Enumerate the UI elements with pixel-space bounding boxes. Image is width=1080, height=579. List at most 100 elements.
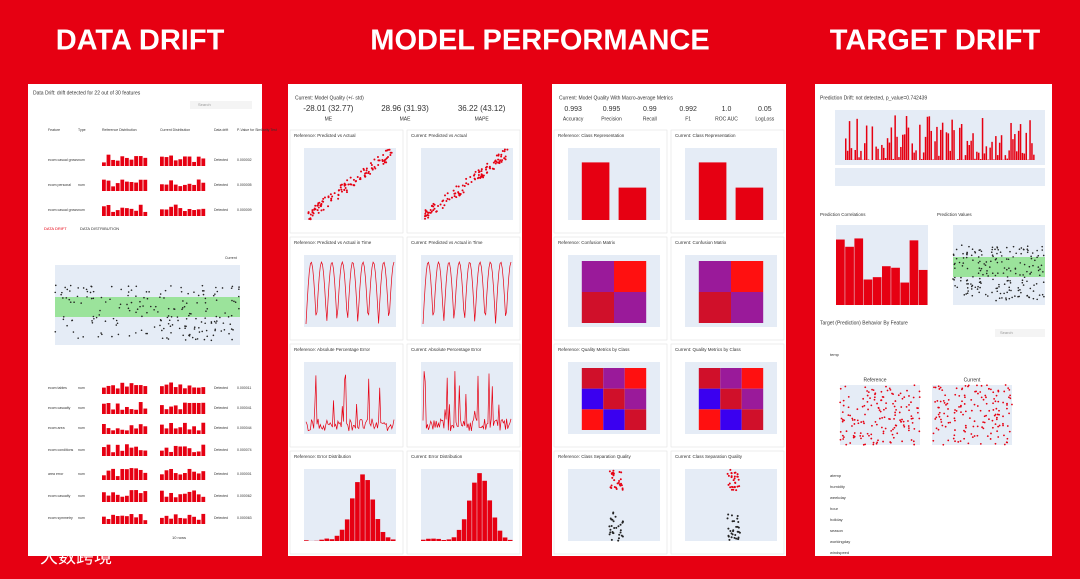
- point: [973, 435, 976, 437]
- point: [1026, 280, 1028, 283]
- point: [899, 392, 902, 395]
- bar: [985, 146, 988, 160]
- point: [1035, 282, 1038, 285]
- point: [860, 437, 862, 440]
- bar: [173, 497, 178, 502]
- band: [55, 297, 240, 317]
- point: [918, 430, 921, 433]
- point: [433, 203, 436, 206]
- point: [1002, 422, 1004, 425]
- bar: [106, 154, 111, 166]
- point: [485, 165, 488, 168]
- point: [985, 414, 987, 417]
- point: [1008, 396, 1010, 399]
- cell: [741, 368, 764, 389]
- point: [994, 442, 997, 445]
- feature-type: num: [78, 208, 85, 212]
- point: [619, 478, 622, 481]
- point: [1036, 249, 1038, 252]
- point: [989, 388, 992, 391]
- tab[interactable]: DATA DISTRIBUTION: [80, 226, 119, 231]
- feature-type: num: [78, 183, 85, 187]
- point: [376, 155, 379, 158]
- point: [955, 387, 958, 390]
- point: [993, 397, 996, 400]
- feature-item[interactable]: atemp: [830, 473, 842, 478]
- point: [841, 434, 844, 437]
- point: [611, 476, 614, 479]
- bar: [192, 184, 196, 191]
- bar: [497, 530, 503, 541]
- feature-item[interactable]: windspeed: [830, 550, 849, 555]
- feature-item[interactable]: season: [830, 528, 843, 533]
- cell: [624, 388, 647, 410]
- feature-item[interactable]: hour: [830, 506, 839, 511]
- point: [845, 443, 848, 446]
- bar: [863, 279, 873, 305]
- point: [965, 256, 968, 259]
- point: [976, 434, 979, 437]
- point: [847, 396, 850, 398]
- bar: [160, 386, 164, 394]
- bar: [1006, 158, 1008, 160]
- point: [198, 326, 200, 329]
- point: [497, 154, 500, 157]
- bar: [115, 160, 120, 166]
- point: [1042, 271, 1044, 273]
- point: [330, 199, 333, 202]
- point: [198, 331, 201, 333]
- point: [323, 196, 326, 199]
- bar: [581, 162, 610, 220]
- bar: [492, 517, 498, 541]
- column-header: P-Value for Similarity Test: [237, 128, 277, 132]
- bar: [183, 211, 187, 216]
- point: [988, 409, 991, 412]
- point: [841, 418, 844, 421]
- point: [977, 261, 980, 264]
- point: [869, 397, 871, 400]
- point: [441, 206, 444, 209]
- feature-item[interactable]: workingday: [830, 539, 850, 544]
- point: [617, 481, 620, 484]
- point: [477, 173, 480, 176]
- point: [994, 400, 997, 403]
- point: [1002, 424, 1004, 427]
- point: [940, 418, 942, 421]
- point: [618, 480, 621, 483]
- tab[interactable]: DATA DRIFT: [44, 226, 67, 231]
- point: [842, 404, 845, 407]
- point: [966, 251, 968, 254]
- bar: [160, 405, 164, 414]
- point: [215, 299, 218, 301]
- feature-item[interactable]: holiday: [830, 517, 843, 522]
- feature-item[interactable]: weekday: [830, 495, 846, 500]
- point: [885, 407, 887, 410]
- point: [953, 411, 956, 414]
- metric-value: 28.96 (31.93): [381, 104, 429, 113]
- metric-value: 0.992: [679, 106, 697, 113]
- column-header: Reference Distribution: [102, 128, 137, 132]
- feature-item[interactable]: humidity: [830, 484, 845, 489]
- search-box[interactable]: [190, 101, 252, 109]
- cell: [720, 388, 742, 410]
- search-box[interactable]: [995, 329, 1045, 337]
- point: [1009, 397, 1012, 400]
- bar: [900, 146, 902, 160]
- bar: [125, 444, 129, 456]
- point: [967, 384, 970, 387]
- point: [891, 392, 893, 395]
- bar: [164, 470, 169, 480]
- bar: [324, 538, 330, 541]
- point: [901, 440, 904, 443]
- p-value: 0.000074: [237, 448, 252, 452]
- point: [978, 291, 980, 294]
- bar: [845, 138, 847, 160]
- plot-area: [932, 385, 1012, 445]
- point: [990, 260, 992, 263]
- feature-item[interactable]: temp: [830, 352, 840, 357]
- bar: [187, 514, 192, 524]
- point: [908, 427, 910, 429]
- bar: [143, 386, 148, 394]
- point: [736, 517, 739, 520]
- bar: [169, 518, 173, 524]
